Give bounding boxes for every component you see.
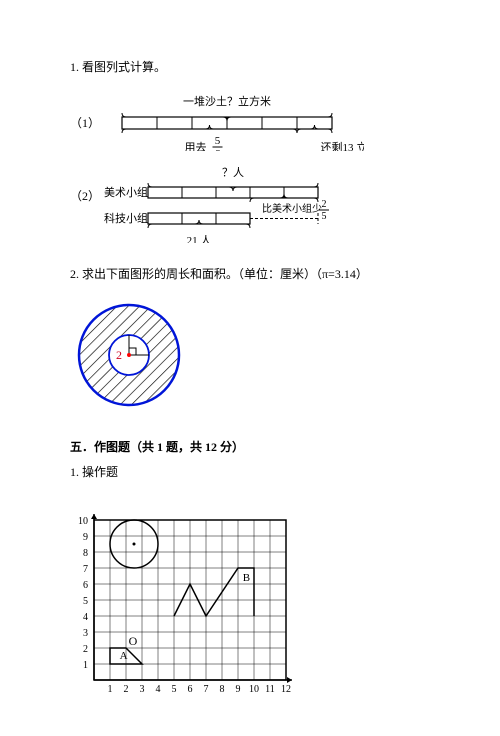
svg-text:9: 9: [236, 684, 241, 695]
svg-text:用去: 用去: [185, 141, 207, 151]
svg-text:10: 10: [249, 684, 259, 695]
svg-text:8: 8: [220, 684, 225, 695]
svg-text:3: 3: [140, 684, 145, 695]
grid-figure-wrap: 12345678910111212345678910OAB: [70, 494, 430, 708]
q1-sub1-figure: 一堆沙土？立方米用去 56 还剩13 立方米: [104, 93, 364, 151]
svg-text:9: 9: [83, 532, 88, 543]
q2: 2. 求出下面图形的周长和面积。（单位：厘米）（π=3.14）: [70, 265, 430, 282]
svg-text:5: 5: [172, 684, 177, 695]
svg-text:1: 1: [83, 660, 88, 671]
svg-text:7: 7: [83, 564, 88, 575]
svg-text:6: 6: [188, 684, 193, 695]
svg-text:6: 6: [83, 580, 88, 591]
q1-title: 看图列式计算。: [82, 60, 166, 74]
q1-sub1: （1） 一堆沙土？立方米用去 56 还剩13 立方米: [70, 93, 430, 151]
svg-text:还剩13 立方米: 还剩13 立方米: [321, 140, 365, 151]
svg-text:美术小组: 美术小组: [104, 185, 148, 199]
svg-text:8: 8: [83, 548, 88, 559]
q1: 1. 看图列式计算。: [70, 58, 430, 75]
svg-text:4: 4: [156, 684, 161, 695]
svg-text:？人: ？人: [222, 166, 244, 179]
svg-text:5: 5: [322, 211, 327, 222]
svg-text:2: 2: [83, 644, 88, 655]
svg-text:12: 12: [281, 684, 291, 695]
q2-title: 求出下面图形的周长和面积。（单位：厘米）（π=3.14）: [82, 267, 368, 281]
svg-text:10: 10: [78, 516, 88, 527]
page: 1. 看图列式计算。 （1） 一堆沙土？立方米用去56还剩13 立方米 （2） …: [0, 0, 500, 736]
svg-text:O: O: [129, 634, 138, 648]
q1-sub2-figure: 美术小组 ？人科技小组 比美术小组少25 21 人: [100, 165, 390, 243]
svg-text:6: 6: [215, 148, 221, 151]
svg-text:5: 5: [83, 596, 88, 607]
svg-text:一堆沙土？立方米: 一堆沙土？立方米: [183, 94, 271, 108]
q1-sub2: （2） 美术小组 ？人科技小组 比美术小组少25 21 人: [70, 165, 430, 243]
svg-text:4: 4: [83, 612, 88, 623]
q2-figure-wrap: 2: [70, 296, 430, 418]
svg-text:7: 7: [204, 684, 209, 695]
q2-num: 2.: [70, 267, 79, 281]
svg-text:1: 1: [108, 684, 113, 695]
section5-heading: 五．作图题（共 1 题，共 12 分）: [70, 438, 430, 455]
svg-text:2: 2: [124, 684, 129, 695]
svg-text:11: 11: [265, 684, 275, 695]
q1-sub1-label: （1）: [70, 114, 100, 131]
svg-text:B: B: [243, 572, 250, 584]
svg-text:21 人: 21 人: [187, 234, 212, 243]
q1-num: 1.: [70, 60, 79, 74]
svg-text:5: 5: [215, 135, 221, 147]
section5-q1: 1. 操作题: [70, 463, 430, 480]
grid-figure: 12345678910111212345678910OAB: [70, 494, 300, 704]
svg-text:2: 2: [322, 199, 327, 210]
q1-sub2-label: （2）: [70, 187, 100, 204]
svg-text:比美术小组少: 比美术小组少: [262, 202, 322, 215]
svg-text:3: 3: [83, 628, 88, 639]
svg-text:科技小组: 科技小组: [104, 211, 148, 225]
svg-text:2: 2: [116, 348, 122, 362]
svg-text:A: A: [120, 650, 128, 662]
q2-figure: 2: [70, 296, 188, 414]
